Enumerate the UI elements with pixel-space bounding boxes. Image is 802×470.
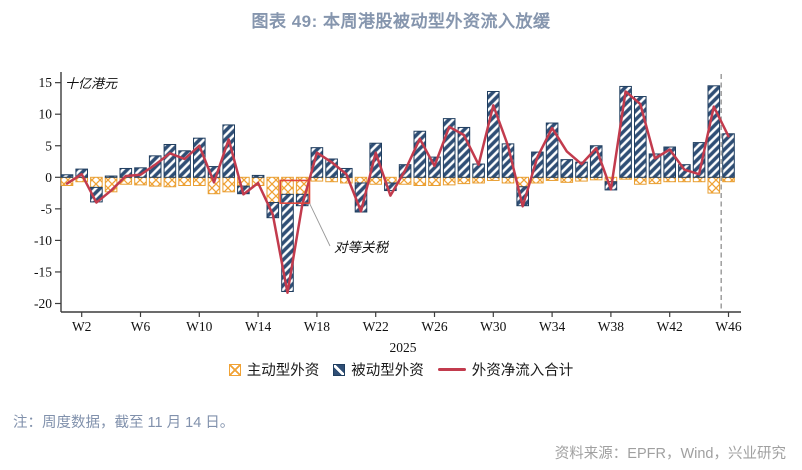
active-flow-bar (634, 176, 647, 185)
passive-flow-bar (60, 174, 74, 178)
annotation-group: 对等关税 (279, 179, 389, 255)
y-tick-label: -20 (34, 296, 52, 311)
passive-flow-bar (310, 147, 324, 178)
legend-item-active: 主动型外资 (228, 359, 320, 380)
y-tick-label: -15 (34, 264, 52, 279)
stacked-bars (60, 85, 735, 293)
active-flow-bar (148, 176, 162, 187)
x-axis-year-label: 2025 (390, 340, 417, 355)
legend-item-passive: 被动型外资 (333, 359, 424, 380)
active-flow-bar (193, 176, 206, 187)
active-flow-bar (442, 176, 456, 186)
y-tick-label: 0 (45, 170, 52, 185)
net-flow-line (65, 90, 730, 295)
passive-flow-bar (207, 166, 221, 178)
passive-flow-bar (442, 118, 456, 178)
active-flow-bar (472, 176, 485, 184)
x-tick-label: W26 (421, 319, 447, 334)
passive-flow-bar (163, 143, 177, 178)
active-flow-bar (266, 176, 280, 204)
active-flow-bar (428, 176, 441, 187)
active-flow-bar (648, 176, 662, 185)
passive-flow-bar (457, 126, 471, 178)
passive-flow-bar (222, 124, 235, 178)
x-tick-label: W2 (72, 319, 92, 334)
y-tick-label: 15 (39, 75, 53, 90)
y-tick-label: -5 (41, 201, 52, 216)
y-tick-label: 5 (45, 138, 52, 153)
passive-bar-swatch-icon (333, 363, 346, 376)
passive-flow-bar (472, 163, 485, 178)
active-flow-bar (575, 176, 588, 182)
x-tick-label: W46 (715, 319, 741, 334)
passive-flow-bar (663, 146, 677, 178)
passive-flow-bar (531, 151, 544, 178)
passive-flow-bar (178, 150, 191, 178)
passive-flow-bar (722, 133, 735, 178)
passive-flow-bar (251, 174, 265, 178)
x-tick-label: W6 (131, 319, 151, 334)
active-flow-bar (310, 176, 324, 182)
annotation-label: 对等关税 (334, 240, 389, 255)
x-tick-label: W42 (657, 319, 683, 334)
active-bar-swatch-icon (228, 363, 241, 376)
footnote: 注：周度数据，截至 11 月 14 日。 (13, 415, 235, 431)
passive-flow-bar (413, 130, 427, 178)
active-flow-bar (707, 176, 721, 194)
x-tick-label: W34 (539, 319, 565, 334)
passive-flow-bar (545, 122, 559, 178)
active-flow-bar (222, 176, 235, 193)
y-tick-label: -10 (34, 233, 52, 248)
passive-flow-bar (575, 161, 588, 178)
annotation-highlight-box (279, 179, 311, 204)
y-axis-unit-label: 十亿港元 (65, 76, 118, 91)
passive-flow-bar (619, 85, 632, 178)
y-tick-label: 10 (39, 107, 53, 122)
active-flow-bar (531, 176, 544, 184)
passive-flow-bar (369, 142, 382, 178)
active-flow-bar (663, 176, 677, 183)
passive-flow-bar (487, 90, 500, 178)
axes: 15 10 5 0 -5 -10 -15 -20 W2 W6 W10 W14 W18 W22 W26 W30 W… (34, 72, 742, 334)
legend-label-passive: 被动型外资 (351, 363, 424, 379)
active-flow-bar (457, 176, 471, 185)
passive-flow-bar (692, 142, 706, 178)
active-flow-bar (560, 176, 574, 183)
active-flow-bar (325, 176, 338, 183)
chart-title: 图表 49: 本周港股被动型外资流入放缓 (251, 12, 551, 31)
x-tick-label: W38 (598, 319, 624, 334)
legend-item-netline: 外资净流入合计 (437, 359, 574, 380)
net-line-swatch-icon (437, 367, 466, 372)
active-flow-bar (413, 176, 427, 187)
active-flow-bar (678, 176, 691, 183)
x-tick-label: W30 (480, 319, 506, 334)
passive-flow-bar (634, 96, 647, 178)
active-flow-bar (134, 176, 147, 186)
legend-label-active: 主动型外资 (246, 363, 320, 379)
passive-flow-bar (707, 85, 721, 178)
active-flow-bar (178, 176, 191, 187)
active-flow-bar (163, 176, 177, 188)
passive-flow-bar (148, 155, 162, 178)
active-flow-bar (501, 176, 515, 184)
data-source: 资料来源：EPFR，Wind，兴业研究 (554, 446, 786, 462)
legend-label-netline: 外资净流入合计 (471, 363, 574, 379)
x-tick-label: W10 (186, 319, 212, 334)
x-tick-label: W14 (245, 319, 271, 334)
passive-flow-bar (104, 175, 118, 178)
passive-flow-bar (428, 156, 441, 178)
legend: 主动型外资 被动型外资 外资净流入合计 (0, 359, 802, 380)
passive-flow-bar (560, 159, 574, 178)
x-tick-label: W22 (363, 319, 389, 334)
active-flow-bar (369, 176, 382, 185)
active-flow-bar (90, 176, 103, 188)
x-tick-label: W18 (304, 319, 330, 334)
active-flow-bar (354, 176, 368, 184)
active-flow-bar (722, 176, 735, 183)
active-flow-bar (692, 176, 706, 183)
passive-flow-bar (134, 167, 147, 178)
